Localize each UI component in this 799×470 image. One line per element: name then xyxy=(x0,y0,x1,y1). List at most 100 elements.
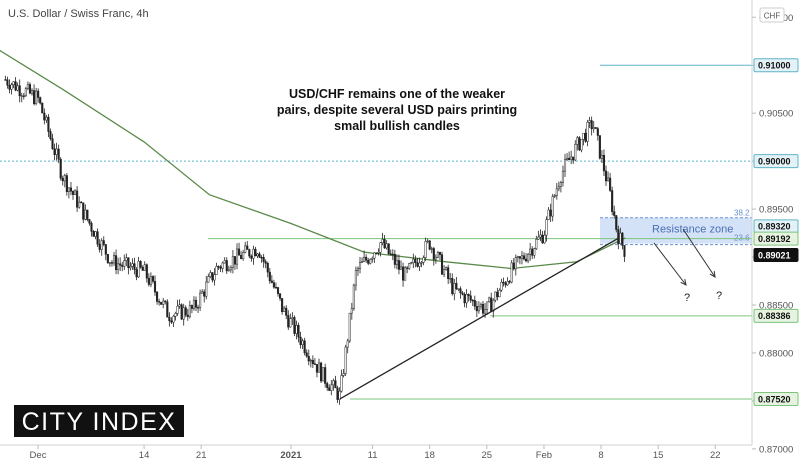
price-tag-label: 0.90000 xyxy=(758,156,791,166)
candle-body xyxy=(303,340,306,354)
candle-body xyxy=(98,243,101,250)
candle-body xyxy=(586,122,589,142)
y-tick-label: 0.90500 xyxy=(759,109,793,120)
candle-body xyxy=(596,128,599,136)
candle-body xyxy=(231,256,234,268)
candle-body xyxy=(102,240,105,245)
candle-body xyxy=(529,248,532,255)
candle-body xyxy=(457,288,460,290)
candle-body xyxy=(174,313,177,317)
candle-body xyxy=(180,304,183,320)
projection-arrow xyxy=(682,228,716,278)
candle-body xyxy=(535,239,538,249)
candle-body xyxy=(182,307,185,320)
candle-body xyxy=(373,252,376,259)
candle-body xyxy=(141,267,144,271)
price-tag-label: 0.89021 xyxy=(758,250,791,260)
fib-label-38: 38.2 xyxy=(734,209,750,218)
candle-body xyxy=(615,215,618,230)
candle-body xyxy=(115,255,118,270)
candle-body xyxy=(307,355,310,362)
candle-body xyxy=(434,256,437,260)
price-tag-label: 0.87520 xyxy=(758,394,791,404)
candle-body xyxy=(602,154,606,172)
candle-body xyxy=(445,267,448,270)
candle-body xyxy=(92,231,95,237)
candle-body xyxy=(514,257,517,270)
candle-body xyxy=(192,299,196,309)
annotation: USD/CHF remains one of the weaker pairs,… xyxy=(277,87,517,133)
candle-body xyxy=(467,294,470,297)
candle-body xyxy=(78,201,81,208)
candle-body xyxy=(125,257,128,261)
candle-body xyxy=(449,278,452,280)
candle-body xyxy=(551,196,554,217)
candle-body xyxy=(172,316,175,323)
candle-body xyxy=(582,132,585,140)
candle-body xyxy=(361,261,364,263)
candle-body xyxy=(55,148,58,155)
candle-body xyxy=(30,90,34,94)
candle-body xyxy=(393,253,396,265)
price-tag-box xyxy=(753,308,799,323)
y-tick-label: 0.89500 xyxy=(759,205,793,216)
candle-body xyxy=(531,248,534,256)
candle-body xyxy=(328,387,331,391)
candle-body xyxy=(43,112,46,121)
annotation-line-2: pairs, despite several USD pairs printin… xyxy=(277,103,517,117)
candle-body xyxy=(170,320,173,323)
candle-body xyxy=(568,157,571,160)
candle-body xyxy=(322,367,325,382)
city-index-logo: CITY INDEX xyxy=(14,405,184,437)
candle-body xyxy=(422,257,425,263)
candle-body xyxy=(395,260,398,265)
candle-body xyxy=(135,269,138,278)
candle-body xyxy=(604,170,608,182)
candle-body xyxy=(555,188,558,196)
candle-body xyxy=(297,324,300,338)
trendline-layer xyxy=(339,238,618,400)
candle-body xyxy=(414,258,417,264)
candle-body xyxy=(153,281,157,293)
candle-body xyxy=(149,276,152,285)
candle-body xyxy=(447,267,450,279)
candle-body xyxy=(233,256,237,265)
candle-body xyxy=(348,312,351,342)
candle-body xyxy=(178,304,181,307)
candle-body xyxy=(88,219,91,224)
candle-body xyxy=(588,120,591,123)
candle-body xyxy=(617,229,620,244)
candle-body xyxy=(24,88,27,97)
candle-body xyxy=(432,248,435,260)
candle-body xyxy=(131,263,134,267)
candle-body xyxy=(520,255,524,259)
candle-body xyxy=(260,257,263,259)
candle-body xyxy=(94,231,97,237)
candle-body xyxy=(311,359,314,364)
price-tag-label: 0.91000 xyxy=(758,61,791,71)
candle-body xyxy=(410,262,413,264)
candle-body xyxy=(244,245,247,253)
candle-body xyxy=(67,187,70,192)
candle-body xyxy=(119,263,122,266)
candle-body xyxy=(16,85,19,91)
candle-body xyxy=(443,269,446,275)
candle-body xyxy=(549,209,552,217)
candle-body xyxy=(57,148,60,160)
candle-body xyxy=(276,287,280,294)
y-tick-label: 0.88500 xyxy=(759,300,793,311)
candle-body xyxy=(270,280,273,283)
candle-body xyxy=(580,139,583,151)
candle-body xyxy=(412,258,415,263)
candle-body xyxy=(566,157,569,160)
candle-body xyxy=(299,336,302,345)
candle-body xyxy=(145,264,148,279)
x-tick-label: 18 xyxy=(424,450,435,461)
candle-body xyxy=(285,307,288,316)
candle-body xyxy=(84,209,87,220)
candle-body xyxy=(598,135,601,159)
candle-body xyxy=(264,261,267,264)
x-tick-label: 11 xyxy=(368,450,378,461)
candle-body xyxy=(219,266,222,269)
annotation-line-1: USD/CHF remains one of the weaker xyxy=(289,87,505,101)
